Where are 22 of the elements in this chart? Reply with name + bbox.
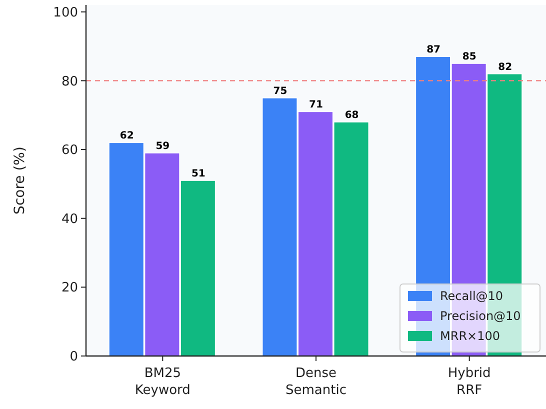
y-tick-label: 20 (61, 280, 78, 296)
y-axis-title: Score (%) (12, 146, 28, 214)
data-label: 51 (191, 168, 206, 180)
x-tick-label: Dense Semantic (286, 366, 346, 398)
legend-label: Recall@10 (440, 289, 504, 304)
y-tick-label: 0 (70, 350, 78, 365)
legend-label: Precision@10 (440, 309, 521, 324)
x-tick-label: BM25 Keyword (134, 366, 190, 398)
y-tick-label: 40 (61, 212, 78, 227)
data-label: 68 (344, 110, 359, 121)
data-label: 75 (273, 86, 288, 97)
y-tick-label: 60 (61, 143, 78, 158)
x-tick-label: Hybrid RRF (448, 366, 491, 398)
data-label: 71 (309, 100, 323, 111)
y-tick-label: 100 (53, 5, 78, 20)
legend-label: MRR×100 (440, 329, 500, 344)
data-label: 87 (426, 44, 441, 56)
data-label: 82 (498, 62, 512, 73)
data-label: 59 (156, 140, 170, 152)
y-tick-label: 80 (61, 74, 78, 90)
data-label: 62 (120, 130, 134, 142)
data-label: 85 (462, 52, 476, 62)
